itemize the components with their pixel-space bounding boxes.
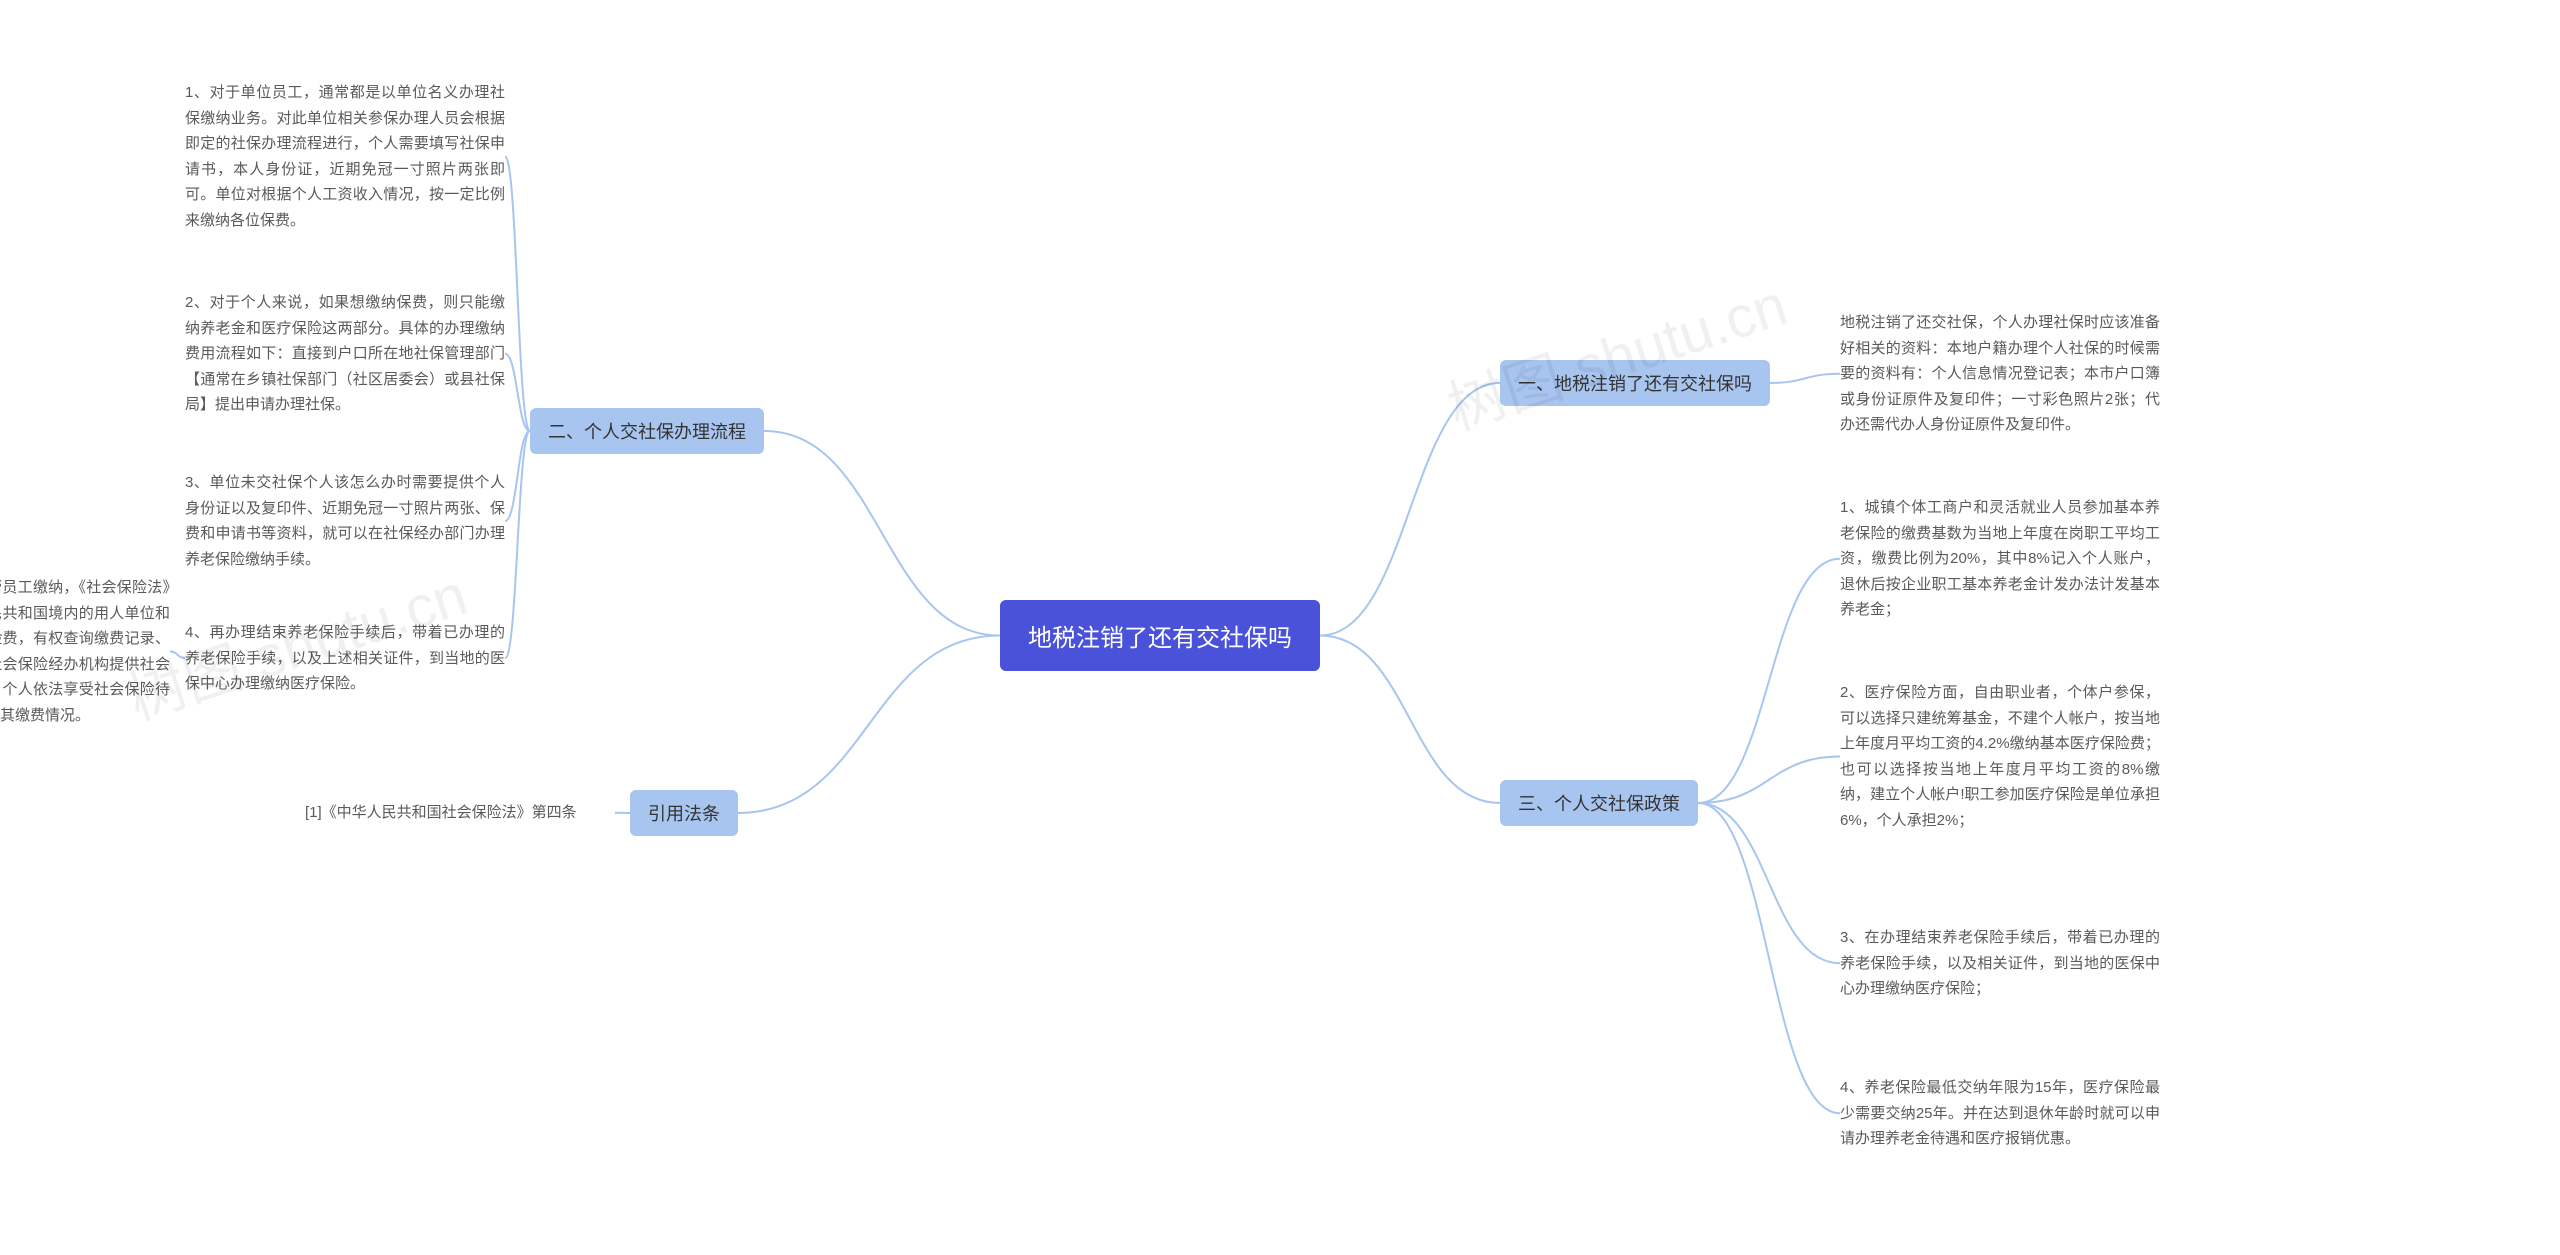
branch-1: 一、地税注销了还有交社保吗: [1500, 360, 1770, 406]
leaf-b3-1: 1、城镇个体工商户和灵活就业人员参加基本养老保险的缴费基数为当地上年度在岗职工平…: [1840, 495, 2160, 623]
leaf-b2-3: 3、单位未交社保个人该怎么办时需要提供个人身份证以及复印件、近期免冠一寸照片两张…: [185, 470, 505, 572]
leaf-b4-1: [1]《中华人民共和国社会保险法》第四条: [305, 800, 615, 826]
leaf-b2-4-extra: 社保一般是用人单位帮员工缴纳，《社会保险法》第四条规定，中华人民共和国境内的用人…: [0, 575, 170, 728]
leaf-b3-4: 4、养老保险最低交纳年限为15年，医疗保险最少需要交纳25年。并在达到退休年龄时…: [1840, 1075, 2160, 1152]
root-node: 地税注销了还有交社保吗: [1000, 600, 1320, 671]
leaf-b2-4: 4、再办理结束养老保险手续后，带着已办理的养老保险手续，以及上述相关证件，到当地…: [185, 620, 505, 697]
watermark-1: 树图 shutu.cn: [1436, 258, 1796, 446]
leaf-b2-2: 2、对于个人来说，如果想缴纳保费，则只能缴纳养老金和医疗保险这两部分。具体的办理…: [185, 290, 505, 418]
leaf-b2-1: 1、对于单位员工，通常都是以单位名义办理社保缴纳业务。对此单位相关参保办理人员会…: [185, 80, 505, 233]
branch-3: 三、个人交社保政策: [1500, 780, 1698, 826]
leaf-b3-2: 2、医疗保险方面，自由职业者，个体户参保，可以选择只建统筹基金，不建个人帐户，按…: [1840, 680, 2160, 833]
leaf-b3-3: 3、在办理结束养老保险手续后，带着已办理的养老保险手续，以及相关证件，到当地的医…: [1840, 925, 2160, 1002]
branch-2: 二、个人交社保办理流程: [530, 408, 764, 454]
branch-4: 引用法条: [630, 790, 738, 836]
leaf-b1-1: 地税注销了还交社保，个人办理社保时应该准备好相关的资料：本地户籍办理个人社保的时…: [1840, 310, 2160, 438]
